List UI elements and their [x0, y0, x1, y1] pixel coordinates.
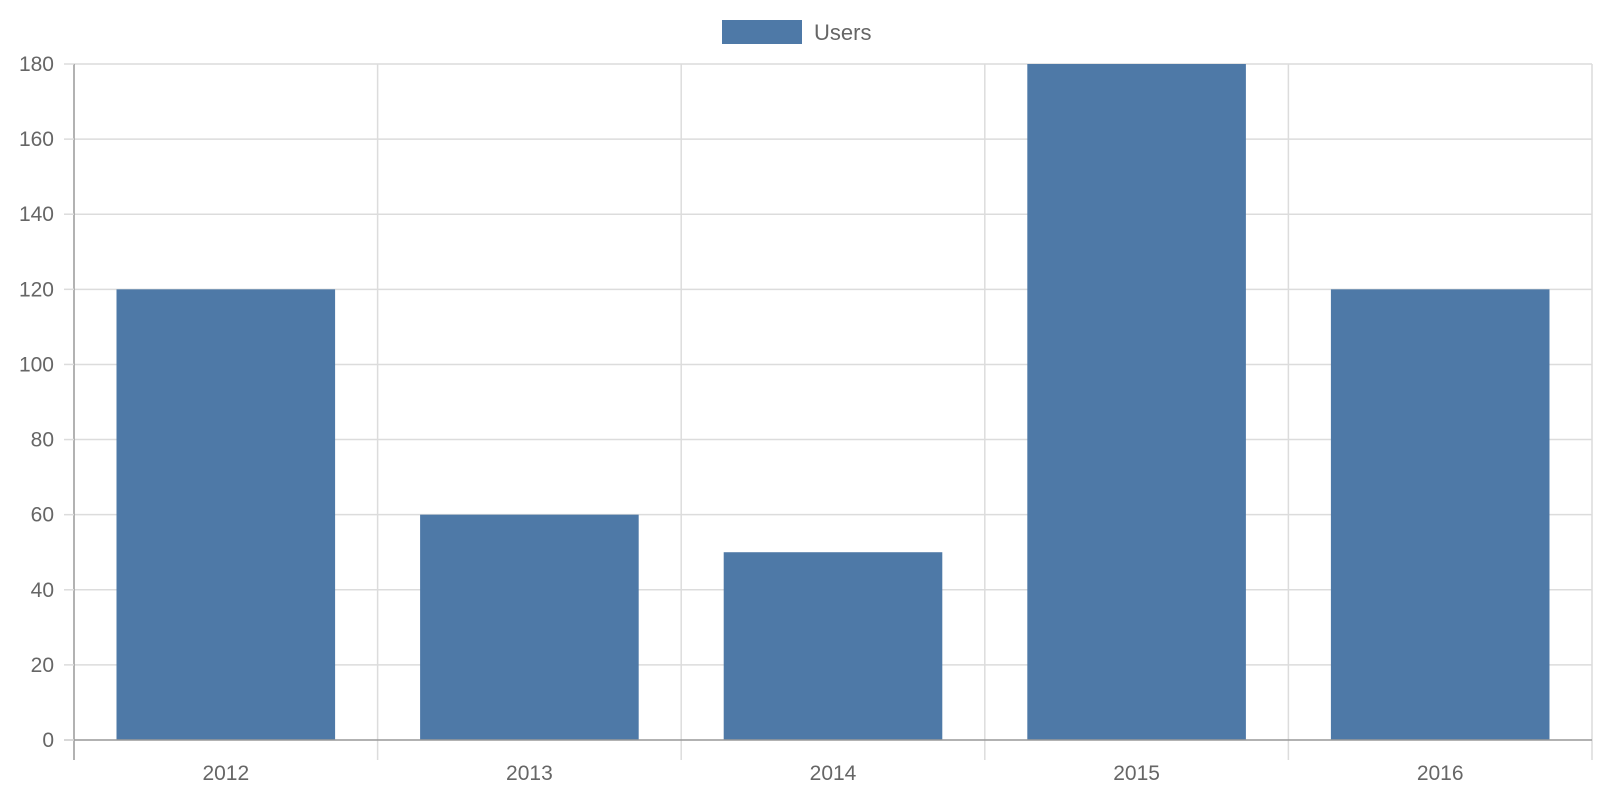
bars — [116, 64, 1550, 740]
bar-2015[interactable] — [1027, 64, 1246, 740]
x-tick-label: 2013 — [506, 762, 553, 785]
y-tick-label: 160 — [19, 128, 54, 151]
legend-swatch-users[interactable] — [722, 20, 802, 44]
y-tick-label: 60 — [31, 504, 54, 527]
x-axis-ticks: 2012 2013 2014 2015 2016 — [202, 762, 1463, 785]
y-tick-label: 40 — [31, 579, 54, 602]
x-tick-label: 2016 — [1417, 762, 1464, 785]
y-tick-label: 180 — [19, 53, 54, 76]
x-tick-label: 2012 — [202, 762, 249, 785]
x-tick-label: 2015 — [1113, 762, 1160, 785]
bar-2013[interactable] — [420, 514, 639, 740]
y-tick-label: 140 — [19, 203, 54, 226]
bar-2012[interactable] — [116, 289, 336, 740]
y-tick-label: 120 — [19, 278, 54, 301]
y-tick-label: 20 — [31, 654, 54, 677]
y-tick-label: 0 — [42, 729, 54, 752]
y-axis-ticks: 0 20 40 60 80 100 120 140 160 180 — [19, 53, 74, 752]
axes — [64, 64, 1592, 760]
bar-2014[interactable] — [723, 552, 943, 740]
legend-label-users[interactable]: Users — [814, 20, 871, 45]
y-tick-label: 80 — [31, 429, 54, 452]
bar-2016[interactable] — [1330, 289, 1550, 740]
x-tick-label: 2014 — [810, 762, 857, 785]
y-tick-label: 100 — [19, 353, 54, 376]
legend[interactable]: Users — [722, 20, 871, 45]
